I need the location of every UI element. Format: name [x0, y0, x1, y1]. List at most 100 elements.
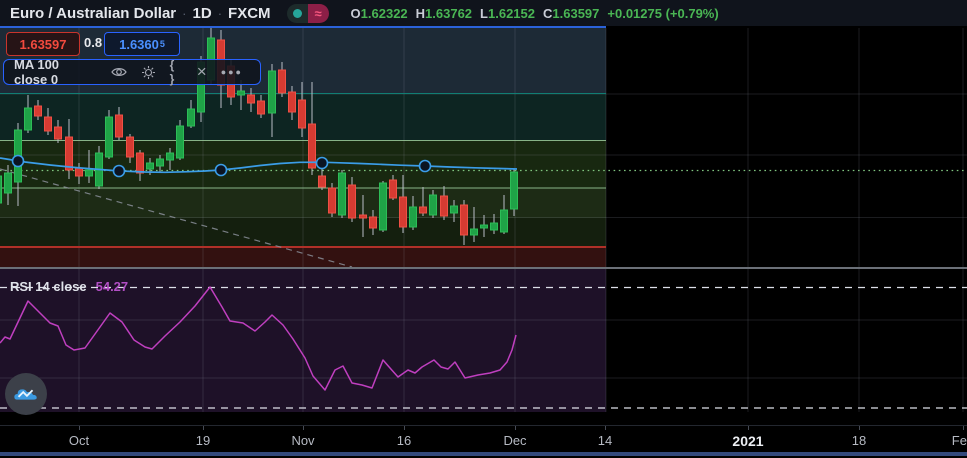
time-axis-tick: [79, 426, 80, 430]
candle-body: [429, 194, 437, 216]
trend-dashed-line: [0, 168, 353, 267]
time-axis-tick: [404, 426, 405, 430]
ma-marker: [11, 154, 25, 168]
time-axis-label: 18: [851, 433, 867, 448]
price-tag-red[interactable]: 1.63597: [6, 32, 80, 56]
ma-marker: [418, 159, 432, 173]
candle-body: [24, 107, 32, 131]
tradingview-logo-button[interactable]: [5, 373, 47, 415]
visibility-eye-icon[interactable]: [110, 66, 127, 78]
candle-body: [278, 69, 286, 94]
mountain-chart-icon: [14, 389, 37, 400]
candle-body: [44, 116, 52, 132]
time-axis-label: 16: [396, 433, 412, 448]
open-value: 1.62322: [360, 5, 408, 21]
rsi-legend-label[interactable]: RSI 14 close: [10, 279, 87, 294]
candle-body: [399, 196, 407, 228]
change-readout: +0.01275 (+0.79%): [607, 5, 719, 21]
time-axis-label: Dec: [503, 433, 527, 448]
market-status-badge[interactable]: ≈: [286, 3, 329, 23]
low-value: 1.62152: [488, 5, 535, 21]
time-axis-label: Nov: [291, 433, 315, 448]
ma-indicator-legend[interactable]: MA 100 close 0 { } × ●●●: [3, 57, 261, 87]
ma-marker: [214, 163, 228, 177]
rsi-indicator-legend[interactable]: RSI 14 close 54.27: [10, 279, 128, 294]
time-axis-tick: [515, 426, 516, 430]
bottom-accent-bar: [0, 452, 967, 456]
toolbar-accent-underline: [0, 26, 606, 28]
candle-body: [298, 99, 306, 129]
candle-body: [4, 172, 12, 194]
interval-label[interactable]: 1D: [192, 4, 212, 22]
candle-body: [126, 136, 134, 158]
mid-value-label: 0.8: [84, 35, 103, 50]
candle-body: [75, 167, 83, 177]
candle-body: [166, 152, 174, 161]
time-axis-tick: [303, 426, 304, 430]
ma-legend-label[interactable]: MA 100 close 0: [14, 57, 60, 87]
candle-body: [176, 125, 184, 159]
separator-dot: ·: [182, 5, 187, 21]
candle-body: [409, 206, 417, 228]
candle-body: [85, 169, 93, 177]
candle-body: [328, 187, 336, 214]
separator-dot: ·: [217, 5, 223, 21]
candle-body: [257, 100, 265, 115]
rsi-line: [0, 286, 517, 391]
rsi-pane-chart[interactable]: [0, 269, 967, 425]
candle-body: [318, 175, 326, 188]
candle-body: [156, 158, 164, 167]
candle-body: [247, 94, 255, 104]
candle-body: [379, 182, 387, 231]
candle-body: [500, 209, 508, 233]
price-tag-blue[interactable]: 1.6360 5: [104, 32, 180, 56]
candle-body: [389, 179, 397, 199]
time-axis-tick: [859, 426, 860, 430]
candle-body: [115, 114, 123, 138]
candle-body: [440, 195, 448, 217]
high-label: H: [415, 5, 426, 21]
candle-body: [105, 116, 113, 158]
rsi-legend-value: 54.27: [95, 279, 129, 294]
candle-body: [460, 204, 468, 236]
candle-body: [348, 184, 356, 219]
candle-body: [237, 90, 245, 96]
time-axis-tick: [963, 426, 964, 430]
remove-indicator-icon[interactable]: ×: [196, 62, 207, 81]
candle-body: [54, 126, 62, 140]
time-axis-label: 14: [597, 433, 613, 448]
high-value: 1.63762: [425, 5, 473, 21]
candle-body: [146, 162, 154, 170]
candle-body: [268, 70, 276, 114]
blue-price-main: 1.6360: [119, 36, 159, 52]
low-label: L: [480, 5, 488, 21]
ma-marker: [112, 164, 126, 178]
pane-resize-handle[interactable]: [0, 267, 967, 269]
time-axis-tick: [748, 426, 749, 430]
time-axis-label: Oct: [68, 433, 90, 448]
settings-gear-icon[interactable]: [141, 65, 156, 80]
candle-body: [470, 228, 478, 236]
candle-body: [34, 105, 42, 117]
time-axis-label: Feb: [951, 433, 967, 448]
time-axis-label: 19: [195, 433, 211, 448]
blue-price-sup: 5: [159, 39, 165, 49]
price-pane-chart[interactable]: [0, 28, 967, 267]
zone-red-band: [0, 247, 606, 267]
source-code-braces-icon[interactable]: { }: [169, 58, 176, 86]
candle-body: [338, 172, 346, 216]
time-axis-label: 2021: [732, 433, 764, 449]
ohlc-readout: O 1.62322 H 1.63762 L 1.62152 C 1.63597: [351, 6, 608, 21]
time-axis-tick: [203, 426, 204, 430]
time-axis[interactable]: Oct 19 Nov 16 Dec 14 2021 18 Feb: [0, 425, 967, 458]
close-value: 1.63597: [552, 5, 600, 21]
symbol-title[interactable]: Euro / Australian Dollar: [10, 4, 177, 22]
rsi-pane-bg: [0, 269, 606, 412]
more-options-icon[interactable]: ●●●: [220, 67, 243, 77]
candle-body: [490, 222, 498, 231]
symbol-toolbar: Euro / Australian Dollar · 1D · FXCM ≈ O…: [0, 0, 967, 26]
market-open-indicator: [286, 3, 308, 23]
candle-body: [480, 224, 488, 229]
candle-body: [136, 152, 144, 174]
